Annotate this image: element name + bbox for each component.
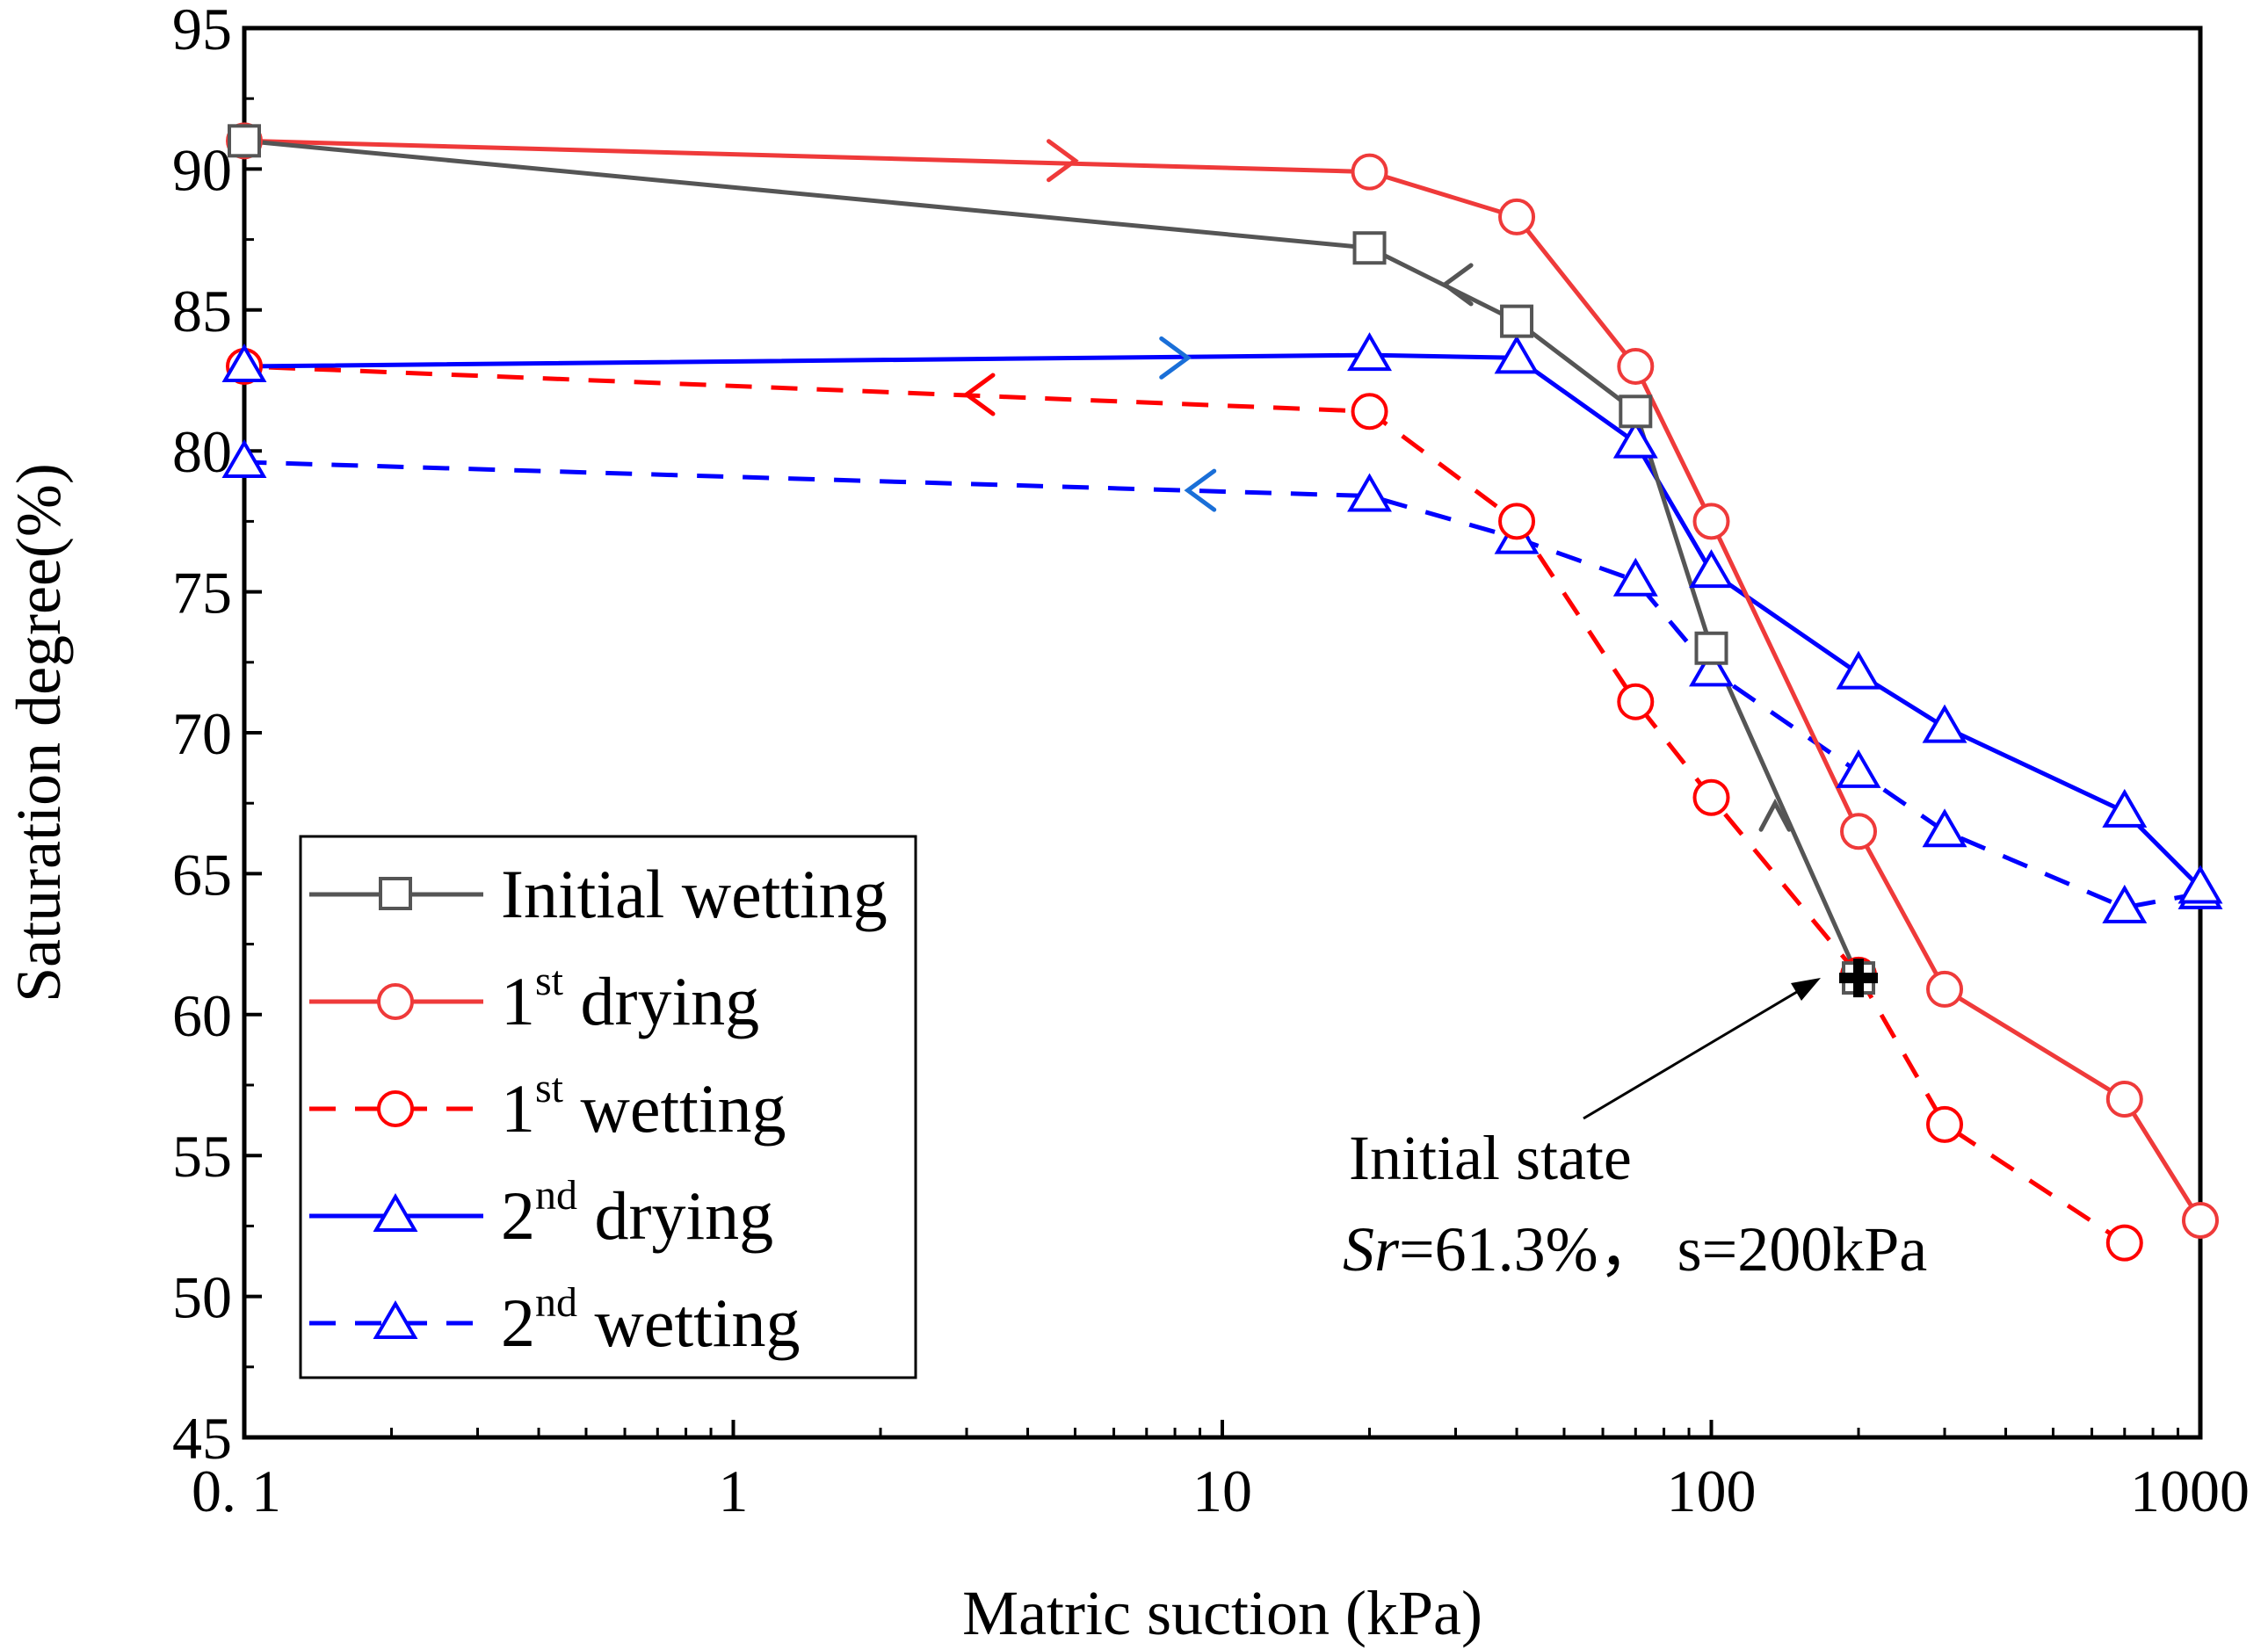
legend-item-first-wetting: 1st wetting: [309, 1065, 786, 1147]
axis-ticks: 45 50 55 60 65 70 75 80 85 90 95 0. 1 1 10 100 1000: [172, 0, 2250, 1524]
legend-item-second-drying: 2nd drying: [309, 1172, 773, 1254]
annotation-values: Sr=61.3%， s=200kPa: [1343, 1214, 1927, 1285]
x-axis-title: Matric suction (kPa): [962, 1578, 1482, 1648]
first-drying-marker: [1498, 198, 1536, 235]
initial-wetting-marker: [1500, 304, 1534, 338]
y-tick-label: 70: [172, 700, 232, 767]
x-tick-label: 1000: [2130, 1458, 2250, 1524]
initial-wetting-direction-arrow: [1440, 263, 1474, 307]
second-drying-direction-arrow: [1159, 336, 1192, 380]
y-axis-title: Saturation degree(%): [4, 463, 74, 1002]
first-wetting-marker: [1926, 1105, 1964, 1143]
y-tick-label: 90: [172, 136, 232, 203]
second-drying-marker: [2102, 788, 2148, 828]
y-tick-label: 55: [172, 1123, 232, 1190]
second-wetting-marker: [1836, 749, 1881, 788]
legend-marker-circle: [377, 983, 414, 1020]
second-drying-marker: [1347, 332, 1392, 372]
first-drying-direction-arrow: [1046, 139, 1079, 183]
second-wetting-marker: [221, 439, 267, 479]
first-drying-marker: [1351, 153, 1388, 191]
first-drying-marker: [2105, 1081, 2143, 1118]
annotation-title: Initial state: [1349, 1123, 1632, 1193]
second-wetting-marker: [1689, 648, 1734, 687]
first-wetting-marker: [2105, 1224, 2143, 1262]
second-drying-marker: [221, 343, 267, 382]
legend-marker-square: [379, 877, 412, 910]
second-wetting-marker: [1922, 808, 1967, 848]
annotation-arrow: [1583, 985, 1807, 1120]
first-wetting-marker: [1351, 393, 1388, 431]
x-tick-label: 1: [719, 1458, 749, 1524]
x-tick-label: 100: [1667, 1458, 1757, 1524]
first-wetting-line-tail: [1856, 973, 2127, 1245]
first-drying-marker: [2182, 1201, 2219, 1239]
first-wetting-marker: [1692, 778, 1730, 816]
y-tick-label: 95: [172, 0, 232, 62]
second-wetting-marker: [1347, 473, 1392, 512]
first-drying-marker: [1926, 970, 1964, 1008]
second-drying-marker: [1922, 704, 1967, 743]
x-tick-label: 10: [1192, 1458, 1252, 1524]
first-drying-marker: [1617, 347, 1655, 385]
y-tick-label: 85: [172, 278, 232, 344]
legend-label-second-drying: 2nd drying: [501, 1172, 773, 1254]
first-drying-marker: [1692, 503, 1730, 540]
legend-label-initial-wetting: Initial wetting: [501, 856, 888, 932]
second-drying-marker: [1494, 335, 1540, 374]
initial-state-marker: [1839, 959, 1879, 998]
legend-label-first-wetting: 1st wetting: [501, 1065, 786, 1147]
second-drying-marker: [2177, 865, 2223, 904]
first-wetting-direction-arrow: [962, 373, 996, 416]
y-tick-label: 45: [172, 1405, 232, 1472]
second-drying-marker: [1612, 419, 1658, 459]
second-drying-marker: [1836, 650, 1881, 690]
initial-wetting-marker: [228, 124, 261, 158]
initial-wetting-direction-arrow: [1758, 798, 1792, 832]
initial-wetting-marker: [1694, 631, 1728, 665]
y-tick-label: 65: [172, 841, 232, 908]
initial-state-annotation: Initial state Sr=61.3%， s=200kPa: [1343, 978, 1927, 1285]
first-wetting-marker: [1617, 683, 1655, 720]
initial-wetting-line: [243, 138, 1861, 980]
y-tick-label: 60: [172, 982, 232, 1049]
first-wetting-marker: [1498, 503, 1536, 540]
initial-wetting-marker: [1619, 394, 1653, 429]
y-tick-label: 50: [172, 1264, 232, 1331]
legend: Initial wetting 1st drying 1st wetting 2…: [299, 835, 917, 1379]
legend-item-second-wetting: 2nd wetting: [309, 1279, 800, 1361]
y-tick-label: 80: [172, 418, 232, 485]
first-drying-marker: [1840, 813, 1878, 850]
second-wetting-direction-arrow: [1184, 468, 1217, 512]
second-wetting-marker: [2102, 884, 2148, 923]
annotation-arrowhead: [1791, 978, 1821, 1001]
legend-marker-circle: [377, 1090, 414, 1127]
series-layer: [221, 122, 2223, 1262]
y-tick-label: 75: [172, 560, 232, 626]
x-tick-label: 0. 1: [192, 1458, 281, 1524]
legend-label-first-drying: 1st drying: [501, 958, 759, 1039]
second-drying-line: [243, 352, 2202, 890]
legend-label-second-wetting: 2nd wetting: [501, 1279, 800, 1361]
legend-item-initial-wetting: Initial wetting: [309, 856, 888, 932]
second-drying-marker: [1689, 549, 1734, 589]
legend-item-first-drying: 1st drying: [309, 958, 759, 1039]
legend-marker-triangle: [373, 1193, 418, 1232]
legend-marker-triangle: [373, 1300, 418, 1339]
second-wetting-marker: [1612, 557, 1658, 597]
first-wetting-line: [243, 364, 1860, 977]
initial-wetting-marker: [1352, 231, 1387, 265]
